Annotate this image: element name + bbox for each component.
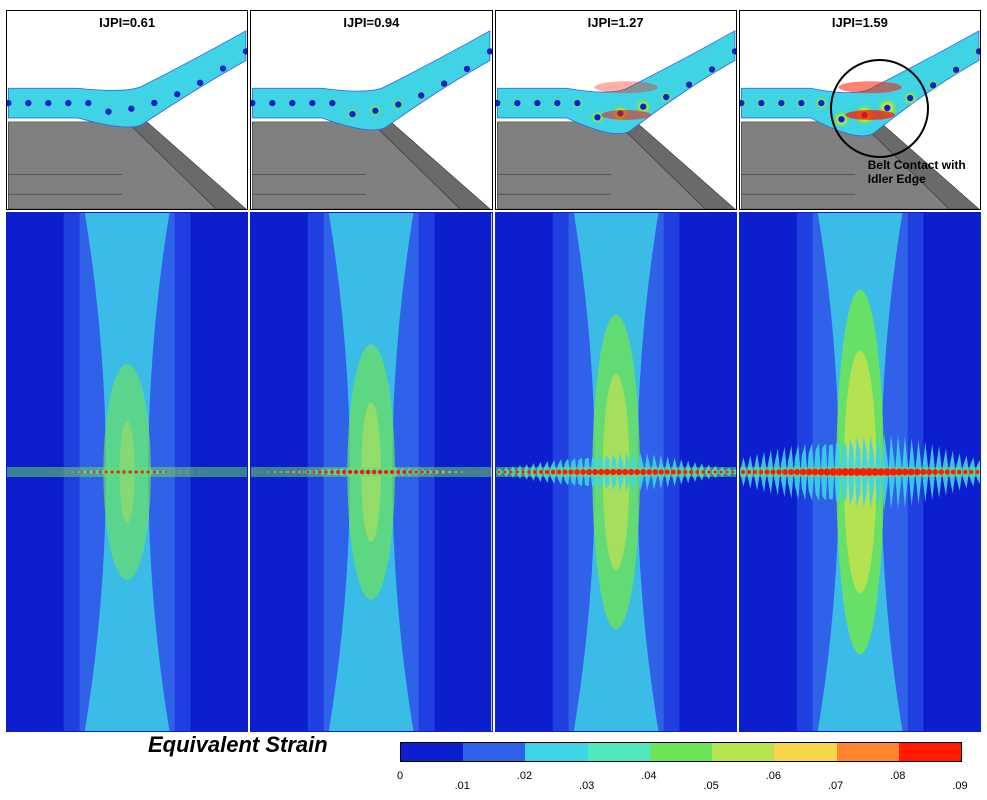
ijpi-prefix: IJPI= [832,15,863,30]
colorbar-ticks: 0.01.02.03.04.05.06.07.08.09 [400,770,960,788]
top-panel-4: IJPI=1.59 Belt Contact with Idler Edge [739,10,981,210]
ijpi-label: IJPI=0.94 [343,15,399,30]
colorbar-tick: .04 [641,770,656,782]
bottom-panel-2 [250,212,492,732]
colorbar-tick: 0 [397,770,403,782]
annotation-line2: Idler Edge [868,172,926,186]
colorbar-segment [463,743,525,761]
colorbar-tick: .09 [952,780,967,792]
colorbar-tick: .05 [703,780,718,792]
colorbar-segment [774,743,836,761]
bottom-row [6,212,981,732]
bottom-panel-1 [6,212,248,732]
bottom-svg [496,213,736,731]
top-svg [496,11,736,209]
ijpi-label: IJPI=1.59 [832,15,888,30]
bottom-svg [740,213,980,731]
ijpi-value: 1.59 [863,15,888,30]
colorbar-segment [837,743,899,761]
colorbar-segment [401,743,463,761]
colorbar-tick: .06 [766,770,781,782]
ijpi-prefix: IJPI= [588,15,619,30]
annotation-text: Belt Contact with Idler Edge [868,159,966,187]
ijpi-value: 0.61 [130,15,155,30]
ijpi-label: IJPI=0.61 [99,15,155,30]
annotation-circle [830,59,929,158]
figure-root: IJPI=0.61 IJPI=0.94 IJPI=1.27 IJPI=1.59 … [0,0,987,800]
colorbar-tick: .01 [455,780,470,792]
top-row: IJPI=0.61 IJPI=0.94 IJPI=1.27 IJPI=1.59 … [6,10,981,210]
colorbar-tick: .07 [828,780,843,792]
bottom-panel-4 [739,212,981,732]
colorbar-tick: .08 [890,770,905,782]
bottom-svg [251,213,491,731]
annotation-line1: Belt Contact with [868,158,966,172]
ijpi-value: 0.94 [374,15,399,30]
colorbar-title: Equivalent Strain [148,732,328,758]
bottom-panel-3 [495,212,737,732]
top-svg [7,11,247,209]
colorbar-tick: .03 [579,780,594,792]
ijpi-label: IJPI=1.27 [588,15,644,30]
ijpi-value: 1.27 [618,15,643,30]
colorbar-tick: .02 [517,770,532,782]
top-panel-1: IJPI=0.61 [6,10,248,210]
bottom-svg [7,213,247,731]
top-panel-3: IJPI=1.27 [495,10,737,210]
colorbar-wrap: Equivalent Strain 0.01.02.03.04.05.06.07… [0,739,987,794]
colorbar [400,742,962,762]
colorbar-segment [650,743,712,761]
ijpi-prefix: IJPI= [343,15,374,30]
colorbar-segment [525,743,587,761]
top-panel-2: IJPI=0.94 [250,10,492,210]
ijpi-prefix: IJPI= [99,15,130,30]
top-svg [251,11,491,209]
colorbar-segment [899,743,961,761]
colorbar-segment [712,743,774,761]
colorbar-segment [588,743,650,761]
